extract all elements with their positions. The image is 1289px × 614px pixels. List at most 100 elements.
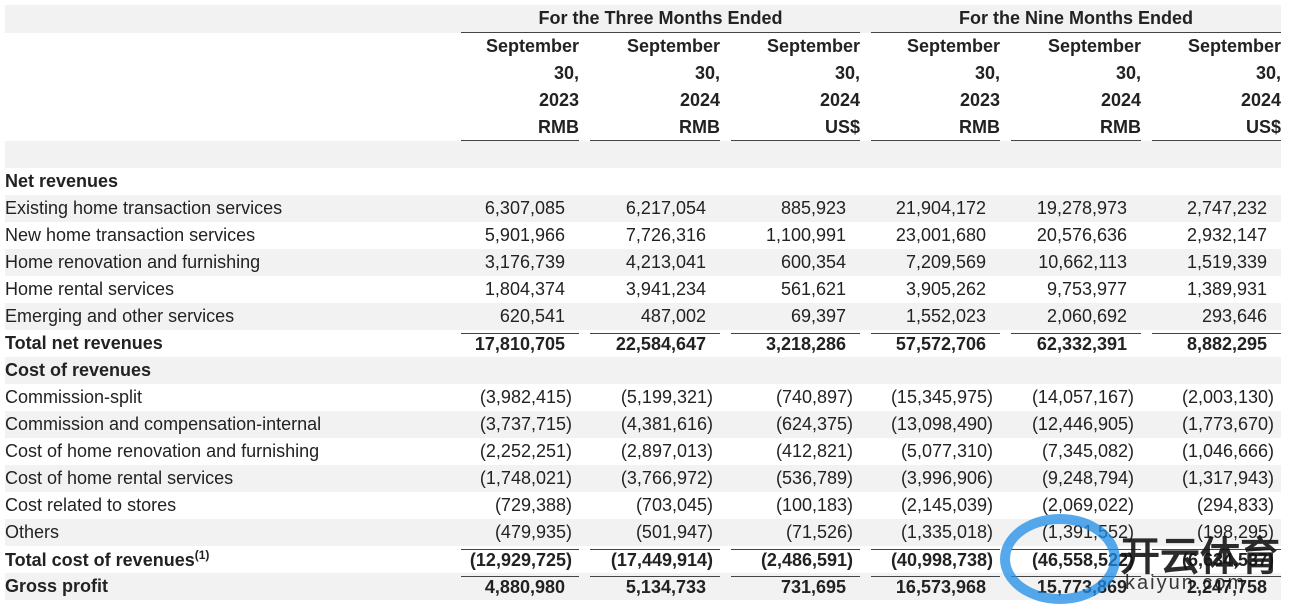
column-header: 2024 [1141,87,1281,114]
value: (412,821) [775,441,854,461]
value-cell: 620,541 [450,303,579,330]
row-label: Home rental services [5,276,450,303]
value-cell: 4,213,041 [579,249,720,276]
group-title: For the Nine Months Ended [871,5,1282,33]
value: 293,646 [1201,306,1268,326]
value: (536,789) [775,468,854,488]
value-cell [860,168,1000,195]
row-label-text: Existing home transaction services [5,198,283,218]
column-header: RMB [860,114,1001,141]
value-cell [579,357,720,384]
row-label-text: Emerging and other services [5,306,235,326]
spacer-cell [5,141,450,168]
value-cell [1000,168,1141,195]
value: (2,897,013) [620,441,713,461]
value-cell: (624,375) [720,411,861,438]
row-label: Net revenues [5,168,450,195]
group-header: For the Three Months Ended [450,5,861,33]
row-label: Total cost of revenues(1) [5,546,450,573]
value-cell: 2,060,692 [1000,303,1142,330]
value: (5,199,321) [620,387,713,407]
header-cell [5,60,450,87]
value-cell: 293,646 [1141,303,1282,330]
value: 9,753,977 [1046,279,1128,299]
row-label-text: Cost of home rental services [5,468,234,488]
row-label-text: Cost of home renovation and furnishing [5,441,320,461]
header-row: 2023 2024 2024 2023 2024 2024 [5,87,1281,114]
value: (3,982,415) [479,387,572,407]
column-header-year: 2023 [538,90,579,110]
table-row: Home rental services 1,804,374 3,941,234 56… [5,276,1281,303]
value-cell: (12,446,905) [1000,411,1142,438]
value-cell: (3,766,972) [579,465,720,492]
table-row: Commission-split (3,982,415) (5,199,321) (7… [5,384,1281,411]
value: 1,552,023 [905,306,987,326]
column-header-year: 2024 [1100,90,1142,110]
row-label: Home renovation and furnishing [5,249,450,276]
value-cell: (198,295) [1141,519,1282,546]
spacer-cell [579,141,720,168]
row-label-text: Commission and compensation-internal [5,414,322,434]
spacer-row [5,141,1282,168]
column-header-currency: RMB [590,114,720,141]
value-cell: 7,726,316 [579,222,720,249]
column-header-month: September [1047,36,1142,56]
value-cell: (2,252,251) [450,438,579,465]
header-cell [5,114,450,141]
value-cell: (1,046,666) [1141,438,1281,465]
value: (17,449,914) [590,548,720,571]
value-cell: 17,810,705 [450,330,579,357]
table-row: Total net revenues 17,810,705 22,584,647 3,… [5,330,1282,357]
column-header-currency: US$ [731,114,861,141]
value-cell: (17,449,914) [579,546,720,573]
value-cell: 731,695 [720,573,861,600]
value-cell: (71,526) [720,519,861,546]
row-label-text: Total cost of revenues [5,550,195,570]
value: 23,001,680 [895,225,987,245]
row-label-text: Home renovation and furnishing [5,252,261,272]
value-cell: (2,003,130) [1141,384,1281,411]
value: 15,773,869 [1011,575,1142,598]
value-cell: 16,573,968 [860,573,1001,600]
value: (729,388) [494,495,572,515]
column-header-month: September [626,36,720,56]
value: 620,541 [499,306,565,326]
value: 2,060,692 [1046,306,1128,326]
value-cell: (703,045) [579,492,720,519]
column-header-year: 2023 [959,90,1001,110]
value-cell: 57,572,706 [860,330,1001,357]
column-header-currency: RMB [1011,114,1142,141]
row-label-text: Total net revenues [5,333,163,353]
value-cell [1000,357,1142,384]
value: 3,176,739 [484,252,565,272]
table-row: Cost of revenues [5,357,1282,384]
value-cell: 69,397 [720,303,861,330]
value-cell: 3,905,262 [860,276,1000,303]
table-row: Existing home transaction services 6,307,… [5,195,1282,222]
value-cell: (5,077,310) [860,438,1000,465]
value-cell: 5,901,966 [450,222,579,249]
value-cell: (2,897,013) [579,438,720,465]
value-cell: 1,552,023 [860,303,1001,330]
row-label: Cost of home rental services [5,465,450,492]
header-row: For the Three Months Ended For the Nine M… [5,5,1282,33]
column-header-year: 2024 [819,90,861,110]
value-cell: (4,381,616) [579,411,720,438]
value-cell: 23,001,680 [860,222,1000,249]
value: 3,905,262 [905,279,987,299]
value-cell: (100,183) [720,492,860,519]
value-cell: 1,519,339 [1141,249,1282,276]
value: 20,576,636 [1036,225,1128,245]
value: 10,662,113 [1038,252,1128,272]
value-cell: (501,947) [579,519,720,546]
value-cell: (536,789) [720,465,861,492]
value-cell: 7,209,569 [860,249,1001,276]
column-header: RMB [450,114,579,141]
value-cell: (46,558,522) [1000,546,1142,573]
value: (2,069,022) [1041,495,1135,515]
value: (100,183) [775,495,854,515]
value: 57,572,706 [871,332,1001,355]
financial-table: For the Three Months Ended For the Nine M… [5,5,1282,600]
value-cell: (2,486,591) [720,546,861,573]
value: (479,935) [494,522,572,542]
